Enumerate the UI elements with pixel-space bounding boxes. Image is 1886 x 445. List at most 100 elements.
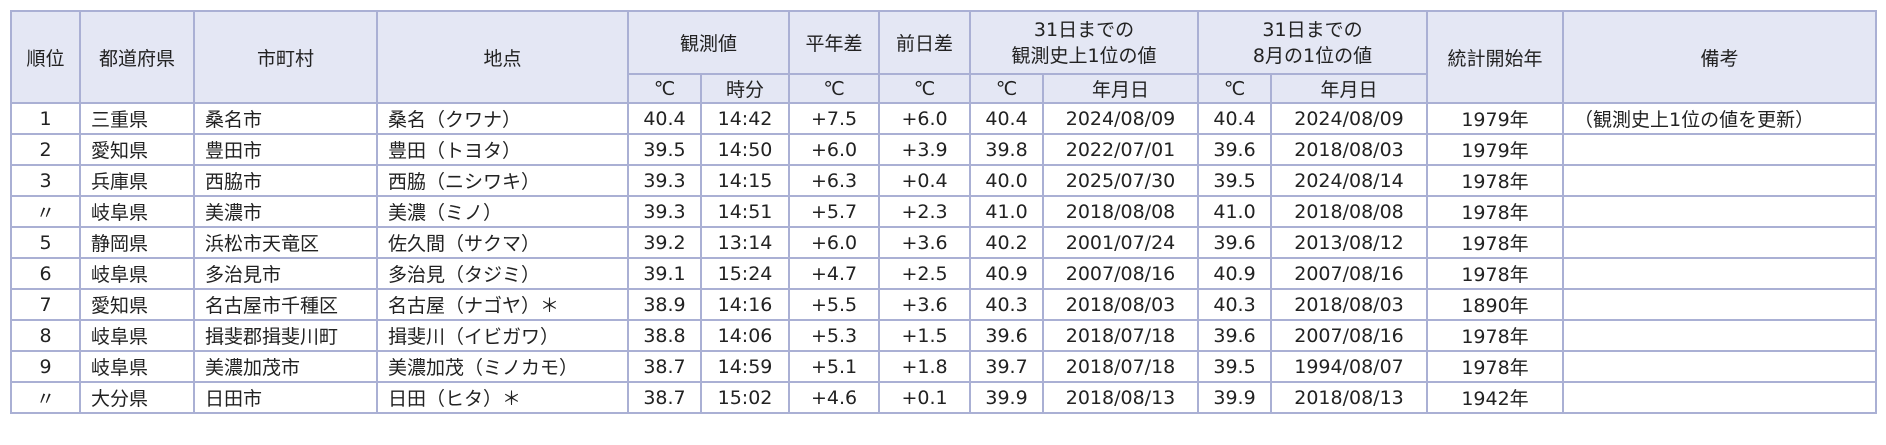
table-cell: +0.1 — [878, 381, 972, 414]
table-cell: 美濃加茂市 — [193, 350, 378, 383]
table-cell: 13:14 — [699, 226, 791, 259]
table-cell: 1978年 — [1426, 350, 1565, 383]
table-cell: 1978年 — [1426, 226, 1565, 259]
table-row: 2 愛知県 豊田市 豊田（トヨタ） 39.5 14:50 +6.0 +3.9 39.8 2022/… — [10, 133, 1878, 166]
header-cell: 備考 — [1562, 10, 1878, 104]
table-cell: 39.5 — [627, 133, 702, 166]
table-cell: +6.0 — [878, 102, 972, 135]
table-cell: 佐久間（サクマ） — [376, 226, 629, 259]
table-cell: 西脇市 — [193, 164, 378, 197]
table-cell — [1562, 133, 1878, 166]
table-cell: 15:24 — [699, 257, 791, 290]
table-cell: 2001/07/24 — [1042, 226, 1200, 259]
table-cell: +6.0 — [788, 226, 881, 259]
table-cell: 2018/08/08 — [1270, 195, 1429, 228]
sub-header-row: ℃ 時分 ℃ ℃ ℃ 年月日 ℃ 年月日 — [11, 73, 1876, 104]
table-cell: 2018/08/03 — [1042, 288, 1200, 321]
table-cell: +5.1 — [788, 350, 881, 383]
table-cell: 1978年 — [1426, 164, 1565, 197]
sub-header-cell: ℃ — [627, 73, 702, 104]
table-cell: 2007/08/16 — [1270, 319, 1429, 352]
header-cell: 地点 — [376, 10, 629, 104]
table-cell: 1978年 — [1426, 195, 1565, 228]
table-cell: 2018/07/18 — [1042, 350, 1200, 383]
table-cell: 39.6 — [1197, 133, 1273, 166]
table-cell: 美濃加茂（ミノカモ） — [376, 350, 629, 383]
sub-header-cell: 年月日 — [1042, 73, 1200, 104]
table-cell: 40.3 — [1197, 288, 1273, 321]
table-cell: 日田市 — [193, 381, 378, 414]
header-line: 8月の1位の値 — [1252, 44, 1373, 67]
table-cell: 3 — [10, 164, 81, 197]
table-cell: +6.0 — [788, 133, 881, 166]
table-cell: 39.3 — [627, 195, 702, 228]
table-cell: 39.6 — [1197, 319, 1273, 352]
table-cell: +1.5 — [878, 319, 972, 352]
table-cell — [1562, 226, 1878, 259]
table-cell: +6.3 — [788, 164, 881, 197]
table-cell: 39.6 — [1197, 226, 1273, 259]
table-cell: 41.0 — [969, 195, 1045, 228]
header-cell: 平年差 — [788, 10, 881, 75]
table-cell: 浜松市天竜区 — [193, 226, 378, 259]
table-row: 〃岐阜県 美濃市 美濃（ミノ） 39.3 14:51 +5.7 +2.3 41.0 2018/0… — [10, 195, 1878, 228]
table-cell: +2.3 — [878, 195, 972, 228]
table-cell: （観測史上1位の値を更新） — [1562, 102, 1878, 135]
table-cell — [1562, 319, 1878, 352]
table-cell: 〃 — [10, 381, 81, 414]
table-body: 1 三重県 桑名市 桑名（クワナ） 40.4 14:42 +7.5 +6.0 40.4 2024/… — [10, 102, 1878, 414]
table-cell: +3.6 — [878, 226, 972, 259]
table-cell: 15:02 — [699, 381, 791, 414]
table-cell: 2024/08/09 — [1270, 102, 1429, 135]
table-cell: 2018/08/03 — [1270, 288, 1429, 321]
table-cell: 14:59 — [699, 350, 791, 383]
table-cell — [1562, 381, 1878, 414]
table-cell: 揖斐川（イビガワ） — [376, 319, 629, 352]
table-cell: 多治見（タジミ） — [376, 257, 629, 290]
table-cell: 39.7 — [969, 350, 1045, 383]
table-cell: 桑名市 — [193, 102, 378, 135]
table-cell: 岐阜県 — [79, 350, 195, 383]
header-cell: 31日までの 観測史上1位の値 — [969, 10, 1200, 75]
table-cell: 14:15 — [699, 164, 791, 197]
table-cell: +2.5 — [878, 257, 972, 290]
header-cell: 前日差 — [878, 10, 972, 75]
header-cell: 順位 — [10, 10, 81, 104]
table-cell: 桑名（クワナ） — [376, 102, 629, 135]
table-cell: 39.9 — [1197, 381, 1273, 414]
table-cell: 2024/08/09 — [1042, 102, 1200, 135]
sub-header-cell: ℃ — [788, 73, 881, 104]
table-cell: +5.7 — [788, 195, 881, 228]
table-cell: 1890年 — [1426, 288, 1565, 321]
header-cell: 都道府県 — [79, 10, 195, 104]
table-cell: 40.4 — [1197, 102, 1273, 135]
table-cell: 静岡県 — [79, 226, 195, 259]
header-cell: 観測値 — [626, 10, 791, 75]
temperature-table: 順位 都道府県 市町村 地点 観測値 平年差 前日差 31日までの 観測史上1位の… — [10, 10, 1878, 414]
table-cell — [1562, 350, 1878, 383]
table-cell: 39.5 — [1197, 350, 1273, 383]
table-cell: 39.6 — [969, 319, 1045, 352]
table-cell: 1942年 — [1426, 381, 1565, 414]
table-cell: 39.3 — [627, 164, 702, 197]
table-cell: 40.2 — [969, 226, 1045, 259]
table-cell: 40.0 — [969, 164, 1045, 197]
table-cell: 2018/08/13 — [1270, 381, 1429, 414]
header-cell: 31日までの 8月の1位の値 — [1197, 10, 1429, 75]
table-cell: 岐阜県 — [79, 257, 195, 290]
table-cell: 5 — [10, 226, 81, 259]
table-cell: 14:06 — [699, 319, 791, 352]
table-cell — [1562, 164, 1878, 197]
table-cell: 38.8 — [627, 319, 702, 352]
table-row: 8 岐阜県 揖斐郡揖斐川町 揖斐川（イビガワ） 38.8 14:06 +5.3 +1.5 39.… — [10, 319, 1878, 352]
table-cell: +7.5 — [788, 102, 881, 135]
sub-header-cell: ℃ — [1197, 73, 1273, 104]
table-cell: 39.9 — [969, 381, 1045, 414]
sub-header-cell: 年月日 — [1270, 73, 1429, 104]
table-cell: +5.3 — [788, 319, 881, 352]
header-cell: 統計開始年 — [1426, 10, 1565, 104]
table-cell: 41.0 — [1197, 195, 1273, 228]
table-cell: 40.9 — [969, 257, 1045, 290]
table-cell: 38.7 — [627, 381, 702, 414]
table-cell: 2 — [10, 133, 81, 166]
